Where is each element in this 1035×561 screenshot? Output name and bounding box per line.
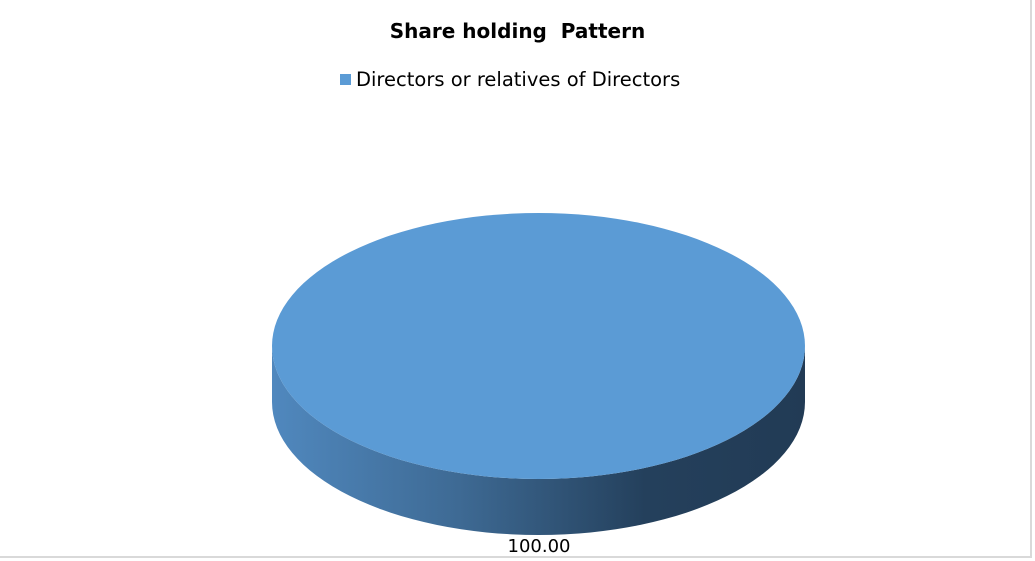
pie-slice-side <box>272 346 805 535</box>
legend: Directors or relatives of Directors <box>340 68 680 91</box>
chart-title: Share holding Pattern <box>389 19 646 43</box>
legend-swatch <box>340 74 351 85</box>
data-label: 100.00 <box>507 536 571 557</box>
pie-slice-directors <box>272 213 805 479</box>
legend-label: Directors or relatives of Directors <box>356 68 681 91</box>
